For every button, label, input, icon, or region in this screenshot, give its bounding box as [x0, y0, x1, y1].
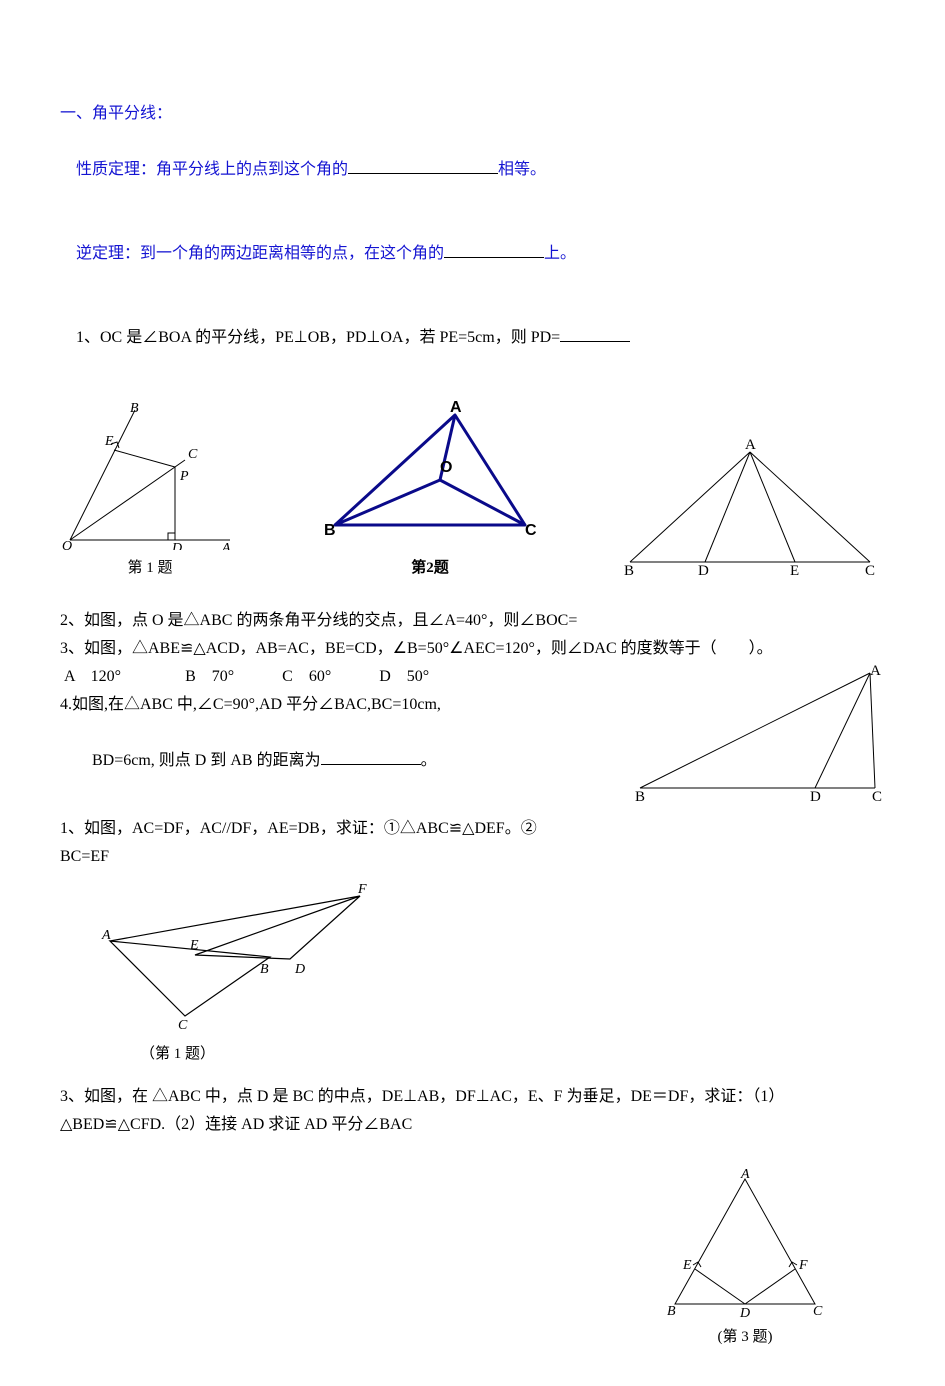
svg-text:B: B [635, 789, 645, 803]
p1-text: 1、OC 是∠BOA 的平分线，PE⊥OB，PD⊥OA，若 PE=5cm，则 P… [76, 329, 560, 346]
figure-row-1: B E C P O D A 第 1 题 A [60, 400, 885, 577]
q1a: 1、如图，AC=DF，AC//DF，AE=DB，求证：①△ABC≌△DEF。② [60, 815, 615, 843]
spacer [60, 1073, 885, 1083]
svg-text:B: B [667, 1304, 676, 1319]
svg-text:C: C [872, 789, 882, 803]
theorem2-post: 上。 [544, 245, 576, 262]
svg-text:A: A [745, 437, 756, 453]
q1b: BC=EF [60, 843, 615, 871]
figure-4-svg: A B D C [635, 663, 885, 803]
figure-1: B E C P O D A 第 1 题 [60, 400, 240, 577]
q3-caption: (第 3 题) [718, 1325, 773, 1346]
svg-text:C: C [178, 1018, 188, 1031]
svg-text:E: E [189, 938, 199, 953]
theorem-2: 逆定理：到一个角的两边距离相等的点，在这个角的 上。 [60, 212, 885, 296]
svg-text:B: B [324, 522, 336, 539]
svg-text:E: E [790, 563, 799, 577]
svg-text:B: B [260, 962, 269, 977]
section-title: 一、角平分线： [60, 100, 885, 128]
svg-text:D: D [294, 962, 305, 977]
spacer [60, 803, 615, 815]
blank [444, 241, 544, 258]
svg-text:C: C [813, 1304, 823, 1319]
p4a: 4.如图,在△ABC 中,∠C=90°,AD 平分∠BAC,BC=10cm, [60, 691, 615, 719]
figure-3: A B D E C [620, 437, 880, 577]
svg-text:A: A [221, 541, 231, 550]
svg-text:A: A [101, 928, 111, 943]
p4b: BD=6cm, 则点 D 到 AB 的距离为 。 [60, 719, 615, 803]
svg-text:C: C [188, 447, 198, 462]
svg-text:C: C [865, 563, 875, 577]
svg-text:A: A [450, 400, 462, 416]
problem-1: 1、OC 是∠BOA 的平分线，PE⊥OB，PD⊥OA，若 PE=5cm，则 P… [60, 296, 885, 380]
svg-text:O: O [62, 539, 72, 550]
theorem2-pre: 逆定理：到一个角的两边距离相等的点，在这个角的 [76, 245, 444, 262]
figure-q1-svg: A E B D F C [100, 881, 380, 1031]
blank [321, 748, 421, 765]
svg-text:D: D [810, 789, 821, 803]
q3b: △BED≌△CFD.（2）连接 AD 求证 AD 平分∠BAC [60, 1111, 885, 1139]
svg-text:B: B [624, 563, 634, 577]
figure-q3: A E F B D C (第 3 题) [665, 1169, 825, 1346]
figure-q1: A E B D F C （第 1 题） [100, 881, 885, 1063]
svg-text:D: D [171, 541, 182, 550]
figure-q3-svg: A E F B D C [665, 1169, 825, 1319]
figure-3-svg: A B D E C [620, 437, 880, 577]
problem-3: 3、如图，△ABE≌△ACD，AB=AC，BE=CD，∠B=50°∠AEC=12… [60, 635, 885, 663]
figure-q3-wrap: A E F B D C (第 3 题) [60, 1169, 885, 1346]
svg-text:A: A [740, 1169, 750, 1182]
problem-2: 2、如图，点 O 是△ABC 的两条角平分线的交点，且∠A=40°，则∠BOC= [60, 607, 885, 635]
svg-text:P: P [179, 469, 189, 484]
q3a: 3、如图，在 △ABC 中，点 D 是 BC 的中点，DE⊥AB，DF⊥AC，E… [60, 1083, 885, 1111]
theorem-1: 性质定理：角平分线上的点到这个角的 相等。 [60, 128, 885, 212]
svg-text:D: D [739, 1306, 750, 1319]
problem-4-row: A 120° B 70° C 60° D 50° 4.如图,在△ABC 中,∠C… [60, 663, 885, 871]
figure-1-svg: B E C P O D A [60, 400, 240, 550]
svg-text:O: O [440, 459, 452, 476]
figure-2-svg: A O B C [320, 400, 540, 550]
svg-text:F: F [357, 882, 367, 897]
svg-text:F: F [798, 1258, 808, 1273]
svg-text:B: B [130, 401, 139, 416]
blank [560, 325, 630, 342]
figure-2: A O B C 第2题 [320, 400, 540, 577]
p4b-pre: BD=6cm, 则点 D 到 AB 的距离为 [92, 752, 321, 769]
p4b-post: 。 [421, 752, 437, 769]
blank [348, 157, 498, 174]
svg-text:D: D [698, 563, 709, 577]
problem-4-text: A 120° B 70° C 60° D 50° 4.如图,在△ABC 中,∠C… [60, 663, 615, 871]
theorem1-post: 相等。 [498, 161, 546, 178]
q1-caption: （第 1 题） [140, 1042, 885, 1063]
theorem1-pre: 性质定理：角平分线上的点到这个角的 [76, 161, 348, 178]
spacer [60, 587, 885, 607]
worksheet-page: 一、角平分线： 性质定理：角平分线上的点到这个角的 相等。 逆定理：到一个角的两边… [0, 0, 945, 1386]
svg-text:E: E [682, 1258, 692, 1273]
fig1-caption: 第 1 题 [127, 556, 172, 577]
svg-text:E: E [104, 434, 114, 449]
options: A 120° B 70° C 60° D 50° [60, 663, 615, 691]
svg-text:C: C [525, 522, 537, 539]
figure-4: A B D C [635, 663, 885, 808]
fig2-caption: 第2题 [411, 556, 449, 577]
svg-text:A: A [870, 663, 881, 679]
